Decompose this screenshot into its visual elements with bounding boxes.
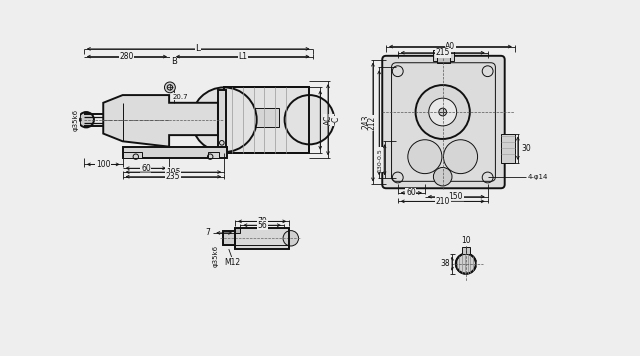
Circle shape: [128, 112, 143, 127]
Text: 70: 70: [257, 217, 267, 226]
Text: 10: 10: [461, 236, 471, 245]
Circle shape: [283, 231, 298, 246]
Text: 212: 212: [368, 116, 377, 130]
Text: 210: 210: [435, 197, 450, 206]
Circle shape: [285, 95, 334, 145]
Text: 280: 280: [119, 52, 134, 61]
Bar: [218, 90, 226, 153]
Circle shape: [415, 85, 470, 139]
Text: φ35k6: φ35k6: [212, 245, 219, 267]
Text: C: C: [332, 117, 341, 122]
Text: 215: 215: [435, 48, 450, 57]
Circle shape: [456, 254, 476, 274]
Text: 7: 7: [205, 229, 210, 237]
Text: 30: 30: [522, 144, 531, 153]
Bar: [235, 227, 289, 249]
Text: 38: 38: [441, 259, 451, 268]
Text: 60: 60: [406, 188, 416, 197]
Bar: [501, 134, 515, 163]
Circle shape: [408, 140, 442, 174]
Text: φ35k6: φ35k6: [72, 109, 79, 131]
Text: 150: 150: [449, 192, 463, 201]
Text: 243: 243: [362, 115, 371, 129]
Text: 60: 60: [141, 164, 151, 173]
Text: 130-0.5: 130-0.5: [377, 148, 382, 172]
Text: M12: M12: [225, 258, 241, 267]
Bar: [433, 51, 454, 61]
Bar: [224, 87, 309, 153]
Bar: [123, 147, 227, 158]
Bar: [208, 152, 219, 158]
Bar: [224, 87, 309, 153]
Circle shape: [191, 87, 257, 152]
Bar: [246, 108, 279, 127]
Text: 100: 100: [96, 160, 111, 169]
FancyBboxPatch shape: [382, 56, 505, 188]
Text: 20.7: 20.7: [173, 94, 189, 100]
Text: 195: 195: [166, 168, 180, 177]
Circle shape: [79, 112, 94, 127]
Text: B: B: [171, 57, 177, 66]
Bar: [235, 227, 241, 233]
Circle shape: [433, 167, 452, 186]
Circle shape: [114, 98, 157, 141]
Text: 235: 235: [166, 172, 180, 181]
Polygon shape: [103, 95, 218, 147]
Circle shape: [429, 98, 457, 126]
Text: 4-φ14: 4-φ14: [528, 174, 548, 180]
Circle shape: [439, 108, 447, 116]
Text: AC: AC: [324, 115, 333, 125]
Bar: [462, 247, 470, 255]
Circle shape: [164, 82, 175, 93]
Text: 56: 56: [257, 221, 267, 230]
Text: L1: L1: [238, 52, 247, 61]
Text: L: L: [195, 44, 200, 53]
Bar: [437, 57, 450, 63]
Text: A0: A0: [445, 42, 456, 51]
Circle shape: [444, 140, 477, 174]
Bar: [123, 152, 142, 158]
Bar: [223, 231, 235, 245]
